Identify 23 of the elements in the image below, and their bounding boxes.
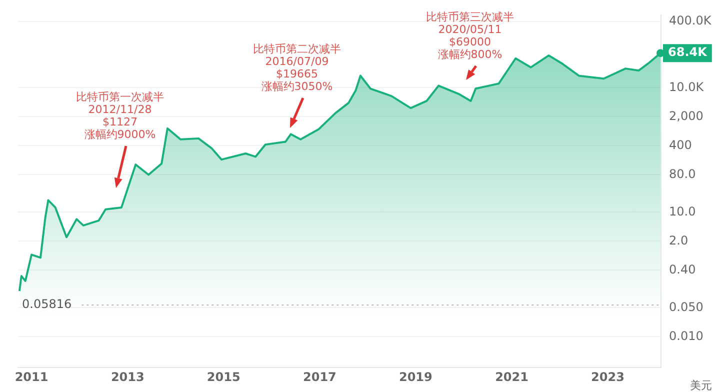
y-tick-label: 0.050 xyxy=(669,300,704,314)
x-tick-label: 2011 xyxy=(14,370,48,384)
y-tick-label: 10.0K xyxy=(669,80,705,94)
y-tick-label: 2.0 xyxy=(669,233,688,248)
y-tick-label: 2,000 xyxy=(669,108,704,123)
y-tick-label: 10.0 xyxy=(669,204,696,218)
x-tick-label: 2023 xyxy=(591,370,624,384)
y-tick-label: 0.40 xyxy=(669,262,696,276)
x-tick-label: 2015 xyxy=(206,370,240,384)
y-tick-label: 80.0 xyxy=(669,166,696,181)
x-tick-label: 2021 xyxy=(495,370,528,384)
annotation: 68.4K xyxy=(668,45,708,60)
y-tick-label: 400.0K xyxy=(669,13,712,28)
annotation: 比特币第一次减半 2012/11/28 $1127 涨幅约9000% xyxy=(76,90,164,141)
y-tick-label: 0.010 xyxy=(669,328,704,343)
y-tick-label: 400 xyxy=(669,138,692,152)
annotation: 比特币第二次减半 2016/07/09 $19665 涨幅约3050% xyxy=(253,42,341,93)
x-tick-label: 2013 xyxy=(110,370,144,384)
y-axis-title: 美元 xyxy=(690,379,712,392)
ref-line-label: 0.05816 xyxy=(22,297,72,312)
x-tick-label: 2019 xyxy=(398,370,432,384)
annotation: 比特币第三次减半 2020/05/11 $69000 涨幅约800% xyxy=(426,10,514,61)
x-tick-label: 2017 xyxy=(303,370,336,384)
